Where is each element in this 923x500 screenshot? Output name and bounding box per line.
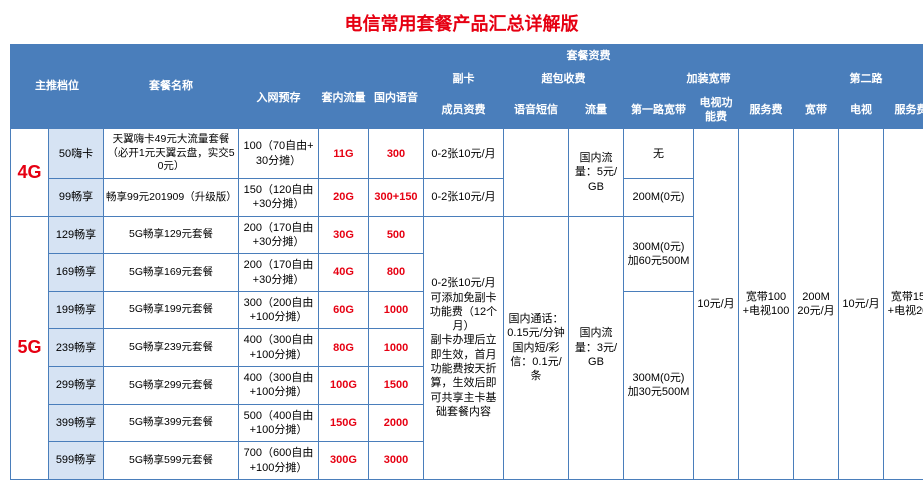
voice-cell: 1000 xyxy=(369,329,424,367)
tier-cell: 239畅享 xyxy=(49,329,104,367)
plan-name-cell: 畅享99元201909（升级版） xyxy=(104,179,239,217)
voice-cell: 800 xyxy=(369,254,424,292)
plan-table: 主推档位 套餐名称 套餐资费 入网预存 套内流量 国内语音 副卡 超包收费 加装… xyxy=(10,44,923,480)
voice-cell: 300+150 xyxy=(369,179,424,217)
th-overage: 超包收费 xyxy=(504,68,624,91)
service-fee-cell: 宽带100+电视100 xyxy=(739,129,794,480)
data-cell: 300G xyxy=(319,442,369,480)
th-bb2: 宽带 xyxy=(794,91,839,129)
prepay-cell: 500（400自由+100分摊） xyxy=(239,404,319,442)
plan-name-cell: 5G畅享599元套餐 xyxy=(104,442,239,480)
th-prepay: 入网预存 xyxy=(239,68,319,129)
plan-name-cell: 5G畅享299元套餐 xyxy=(104,367,239,405)
plan-name-cell: 5G畅享169元套餐 xyxy=(104,254,239,292)
th-main-level: 主推档位 xyxy=(11,45,104,129)
traffic-cell: 国内流量：5元/GB xyxy=(569,129,624,217)
th-subcard: 副卡 xyxy=(424,68,504,91)
category-cell: 5G xyxy=(11,216,49,479)
th-voice: 国内语音 xyxy=(369,68,424,129)
tv2-cell: 10元/月 xyxy=(839,129,884,480)
th-voice-sms: 语音短信 xyxy=(504,91,569,129)
service-fee2-cell: 宽带150+电视200 xyxy=(884,129,923,480)
data-cell: 60G xyxy=(319,291,369,329)
th-service-fee2: 服务费 xyxy=(884,91,923,129)
prepay-cell: 200（170自由+30分摊） xyxy=(239,216,319,254)
tier-cell: 169畅享 xyxy=(49,254,104,292)
tier-cell: 99畅享 xyxy=(49,179,104,217)
prepay-cell: 400（300自由+100分摊） xyxy=(239,367,319,405)
first-bb-cell: 无 xyxy=(624,129,694,179)
data-cell: 80G xyxy=(319,329,369,367)
data-cell: 150G xyxy=(319,404,369,442)
th-tv-fee: 电视功能费 xyxy=(694,91,739,129)
tier-cell: 50嗨卡 xyxy=(49,129,104,179)
voice-cell: 1000 xyxy=(369,291,424,329)
data-cell: 11G xyxy=(319,129,369,179)
th-add-bb: 加装宽带 xyxy=(624,68,794,91)
th-service-fee: 服务费 xyxy=(739,91,794,129)
page-title: 电信常用套餐产品汇总详解版 xyxy=(10,10,913,36)
th-tv2: 电视 xyxy=(839,91,884,129)
prepay-cell: 400（300自由+100分摊） xyxy=(239,329,319,367)
prepay-cell: 700（600自由+100分摊） xyxy=(239,442,319,480)
plan-name-cell: 5G畅享239元套餐 xyxy=(104,329,239,367)
tier-cell: 399畅享 xyxy=(49,404,104,442)
first-bb-cell: 300M(0元)加30元500M xyxy=(624,291,694,479)
th-second-line: 第二路 xyxy=(794,68,923,91)
tier-cell: 299畅享 xyxy=(49,367,104,405)
bb2-cell: 200M20元/月 xyxy=(794,129,839,480)
voice-cell: 3000 xyxy=(369,442,424,480)
data-cell: 30G xyxy=(319,216,369,254)
data-cell: 40G xyxy=(319,254,369,292)
plan-name-cell: 5G畅享129元套餐 xyxy=(104,216,239,254)
plan-name-cell: 5G畅享399元套餐 xyxy=(104,404,239,442)
tier-cell: 199畅享 xyxy=(49,291,104,329)
plan-name-cell: 5G畅享199元套餐 xyxy=(104,291,239,329)
prepay-cell: 300（200自由+100分摊） xyxy=(239,291,319,329)
th-plan-fee: 套餐资费 xyxy=(239,45,923,68)
prepay-cell: 150（120自由+30分摊） xyxy=(239,179,319,217)
th-member-fee: 成员资费 xyxy=(424,91,504,129)
th-first-bb: 第一路宽带 xyxy=(624,91,694,129)
tier-cell: 129畅享 xyxy=(49,216,104,254)
voice-cell: 1500 xyxy=(369,367,424,405)
voice-sms-cell xyxy=(504,129,569,217)
traffic-cell: 国内流量：3元/GB xyxy=(569,216,624,479)
data-cell: 100G xyxy=(319,367,369,405)
prepay-cell: 200（170自由+30分摊） xyxy=(239,254,319,292)
first-bb-cell: 200M(0元) xyxy=(624,179,694,217)
first-bb-cell: 300M(0元)加60元500M xyxy=(624,216,694,291)
member-cell: 0-2张10元/月 xyxy=(424,129,504,179)
voice-cell: 2000 xyxy=(369,404,424,442)
member-cell: 0-2张10元/月可添加免副卡功能费（12个月）副卡办理后立即生效，首月功能费按… xyxy=(424,216,504,479)
tv-fee-cell: 10元/月 xyxy=(694,129,739,480)
th-traffic: 流量 xyxy=(569,91,624,129)
voice-cell: 300 xyxy=(369,129,424,179)
category-cell: 4G xyxy=(11,129,49,217)
table-row: 4G50嗨卡天翼嗨卡49元大流量套餐（必开1元天翼云盘，实交50元）100（70… xyxy=(11,129,923,179)
voice-cell: 500 xyxy=(369,216,424,254)
th-data: 套内流量 xyxy=(319,68,369,129)
voice-sms-cell: 国内通话：0.15元/分钟国内短/彩信：0.1元/条 xyxy=(504,216,569,479)
prepay-cell: 100（70自由+30分摊） xyxy=(239,129,319,179)
tier-cell: 599畅享 xyxy=(49,442,104,480)
data-cell: 20G xyxy=(319,179,369,217)
member-cell: 0-2张10元/月 xyxy=(424,179,504,217)
plan-name-cell: 天翼嗨卡49元大流量套餐（必开1元天翼云盘，实交50元） xyxy=(104,129,239,179)
th-plan-name: 套餐名称 xyxy=(104,45,239,129)
